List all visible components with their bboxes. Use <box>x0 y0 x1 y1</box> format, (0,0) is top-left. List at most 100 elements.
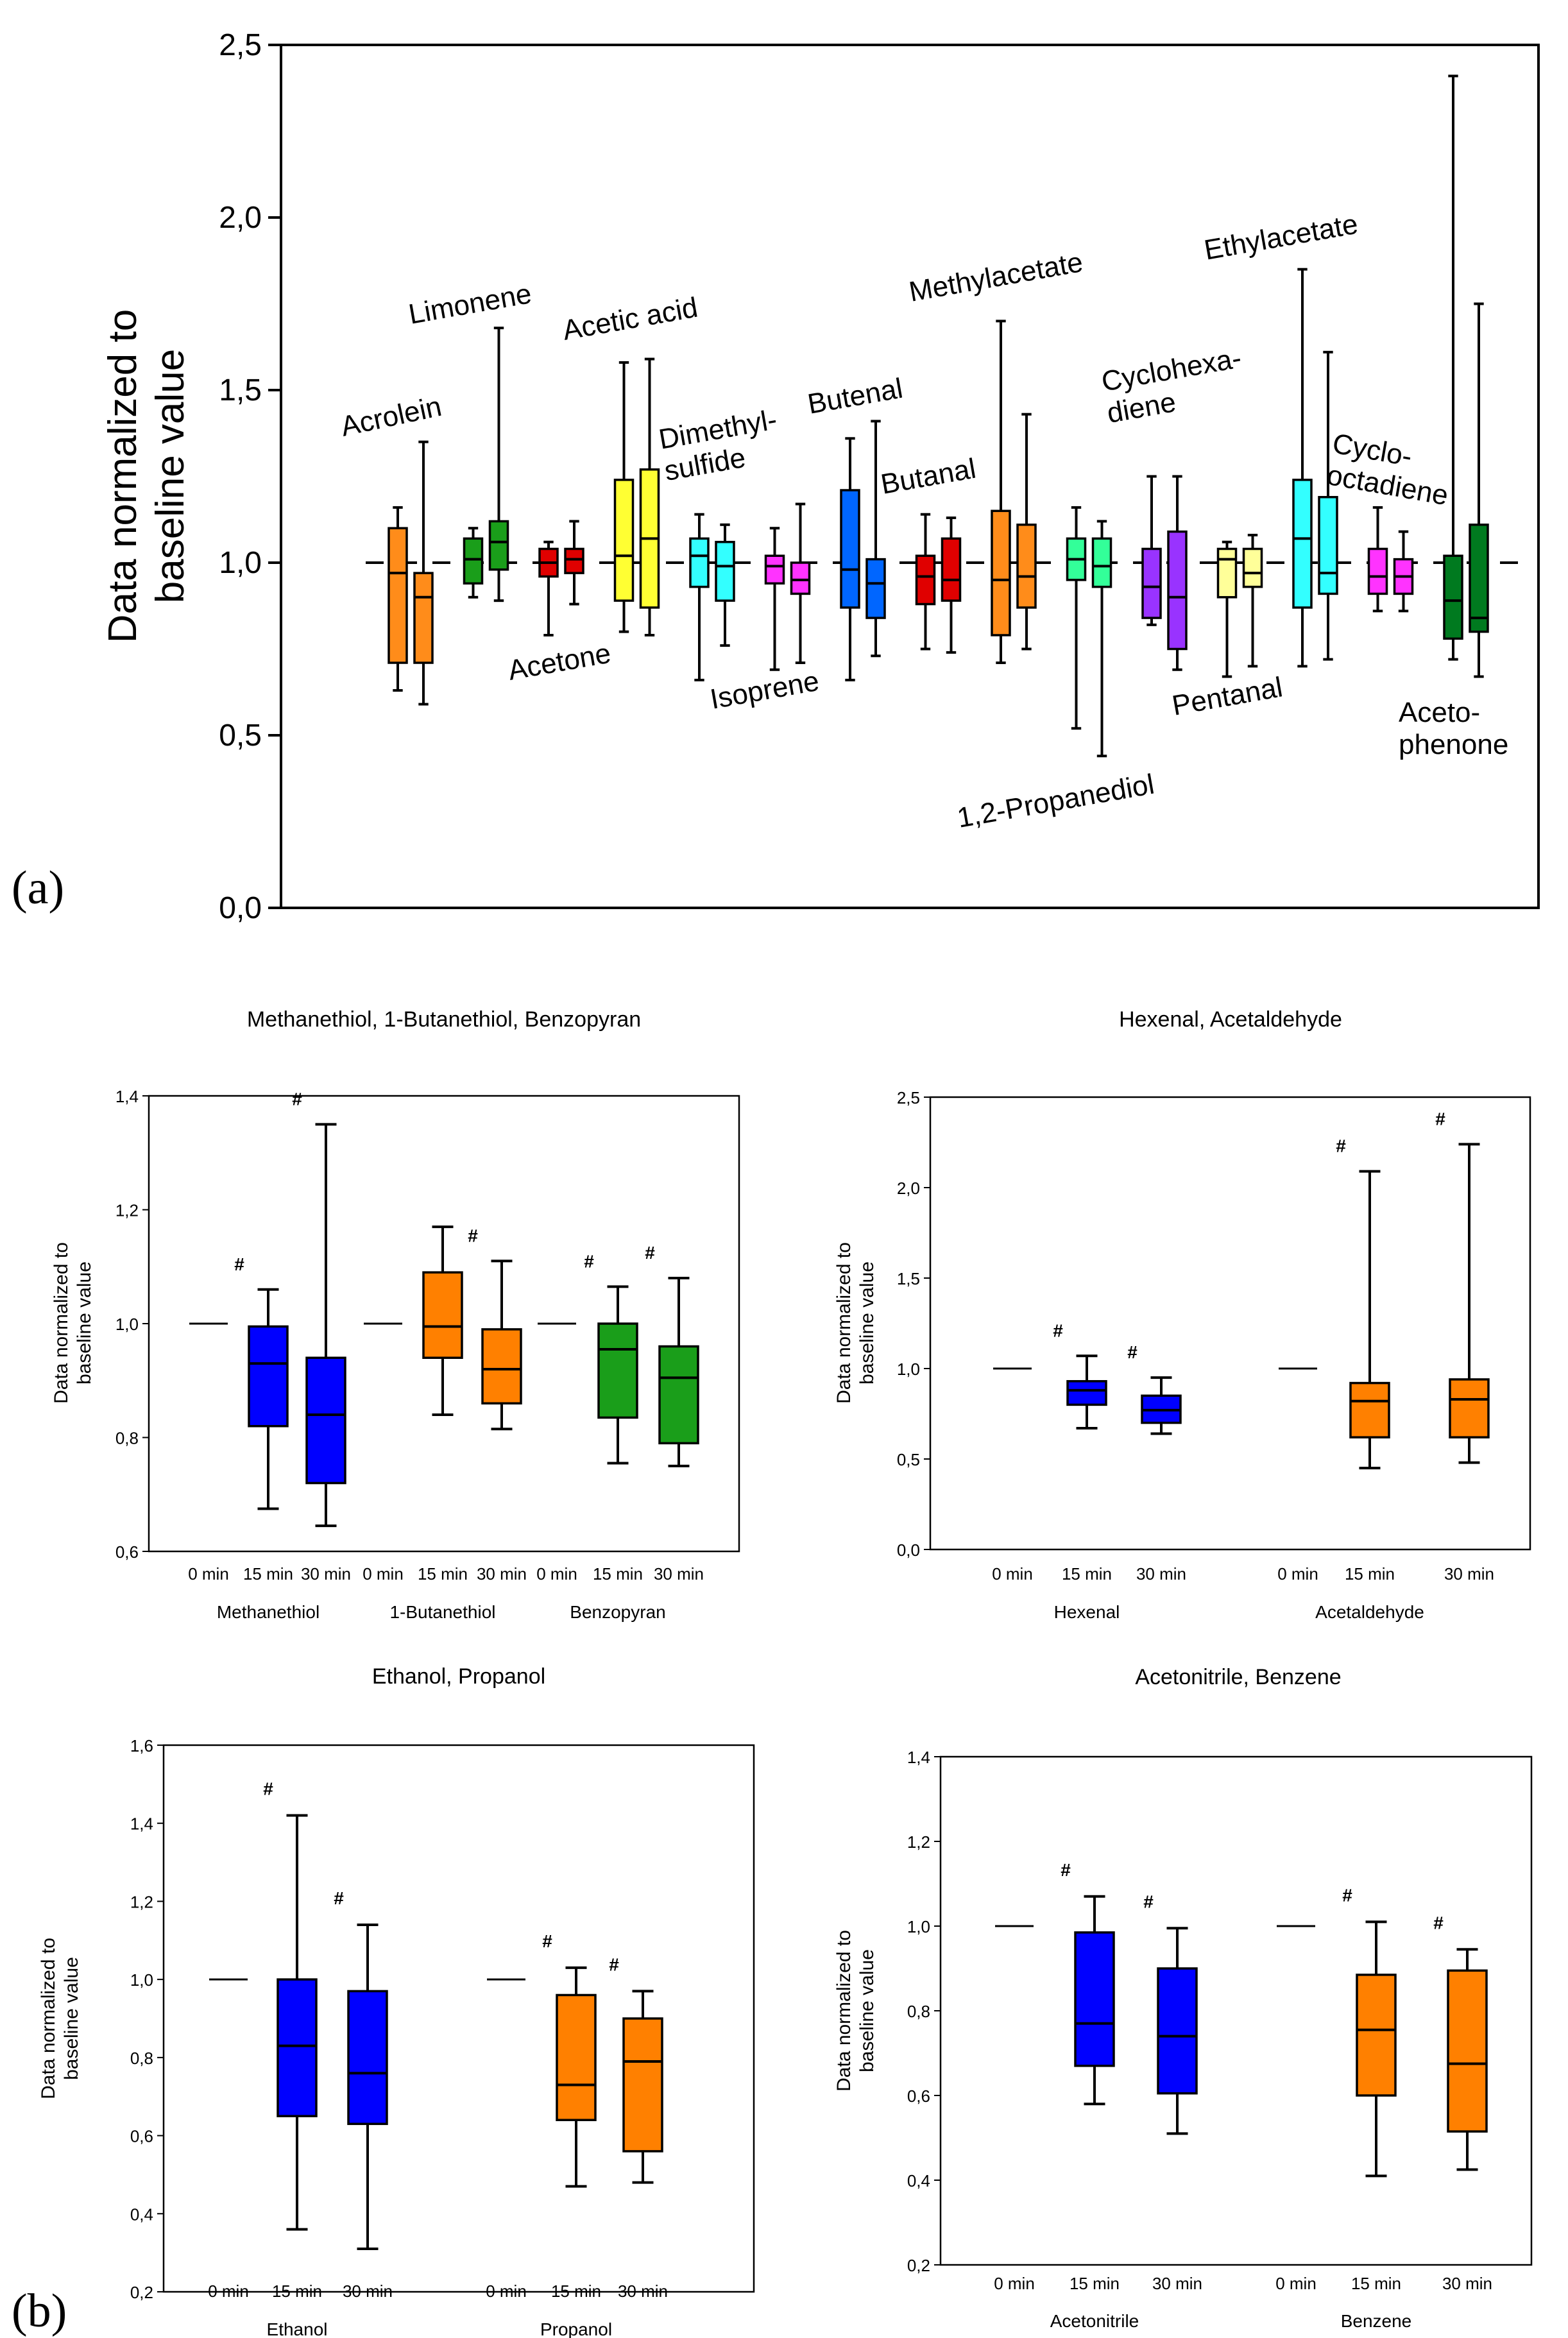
box-a-11-1-box <box>1242 547 1263 588</box>
group-label-a: Isoprene <box>708 665 821 715</box>
box-a-11-0-box <box>1216 547 1238 599</box>
chart-title-b3: Ethanol, Propanol <box>372 1664 545 1689</box>
x-tick-label-b2: 15 min <box>1345 1564 1395 1583</box>
box-a-4-0-box <box>689 537 710 588</box>
group-label-a: Dimethyl-sulfide <box>656 404 785 487</box>
y-axis-title-line: baseline value <box>148 349 192 603</box>
significance-mark-b1: # <box>234 1254 244 1274</box>
plot-frame-a <box>280 44 1540 909</box>
significance-mark-b4: # <box>1143 1891 1154 1911</box>
group-label-line: Limonene <box>406 278 534 330</box>
y-axis-title-b2: Data normalized to baseline value <box>833 1242 878 1404</box>
group-label-b4: Acetonitrile <box>1050 2311 1139 2331</box>
y-tick-label-b3: 1,2 <box>130 1892 153 1911</box>
box-a-5-1-box <box>790 561 811 595</box>
x-tick-label-b3: 0 min <box>486 2282 527 2301</box>
y-tick-label-b4: 1,2 <box>907 1832 930 1852</box>
group-label-line: Butanal <box>878 453 978 500</box>
box-b1-2-1-box <box>658 1345 699 1445</box>
plot-frame-b2 <box>929 1096 1531 1551</box>
chart-title-b1: Methanethiol, 1-Butanethiol, Benzopyran <box>247 1007 641 1032</box>
group-label-line: Acetone <box>506 638 613 687</box>
group-label-line: 1,2-Propanediol <box>955 769 1156 834</box>
y-axis-title-line: Data normalized to <box>833 1242 855 1404</box>
x-tick-label-b3: 30 min <box>343 2282 393 2301</box>
y-tick-label-b2: 0,5 <box>897 1450 920 1469</box>
y-tick-label-a: 1,0 <box>219 546 262 580</box>
group-label-line: Ethylacetate <box>1202 209 1360 266</box>
box-a-7-1-box <box>941 537 962 602</box>
box-a-5-0-box <box>764 554 785 585</box>
y-tick-label-b2: 0,0 <box>897 1540 920 1560</box>
y-axis-title-line: Data normalized to <box>833 1930 855 2092</box>
y-axis-title-line: Data normalized to <box>51 1242 72 1404</box>
figure-label-a: (a) <box>12 862 64 914</box>
box-a-9-1-box <box>1091 537 1112 588</box>
group-label-line: phenone <box>1399 729 1508 760</box>
box-a-10-0-box <box>1141 547 1162 619</box>
x-tick-label-b3: 0 min <box>208 2282 249 2301</box>
y-tick-label-b2: 1,0 <box>897 1360 920 1379</box>
plot-frame-b3 <box>162 1744 755 2293</box>
y-tick-label-a: 1,5 <box>219 373 262 407</box>
x-tick-label-b4: 15 min <box>1069 2274 1120 2293</box>
box-b3-1-0-box <box>556 1993 597 2121</box>
significance-mark-b3: # <box>609 1954 619 1974</box>
group-label-b3: Propanol <box>540 2319 612 2338</box>
y-tick-label-a: 2,0 <box>219 201 262 235</box>
chart-panel-b2: Hexenal, Acetaldehyde 0,0 0,5 1,0 1,5 2,0 2,5 D… <box>833 1007 1531 1622</box>
group-label-line: Isoprene <box>708 665 821 715</box>
y-tick-label-b3: 1,4 <box>130 1814 153 1834</box>
y-tick-label-b1: 0,8 <box>115 1429 139 1448</box>
group-label-b1: 1-Butanethiol <box>389 1602 495 1622</box>
x-tick-label-b2: 0 min <box>1277 1564 1318 1583</box>
group-label-line: Methylacetate <box>907 246 1085 308</box>
group-label-a: Ethylacetate <box>1202 209 1360 266</box>
group-label-a: Acetone <box>506 638 613 687</box>
box-b2-1-0-box <box>1349 1381 1390 1438</box>
x-tick-label-b2: 30 min <box>1136 1564 1186 1583</box>
box-a-6-1-box <box>865 558 886 619</box>
significance-mark-b1: # <box>468 1225 478 1245</box>
box-b1-1-0-box <box>422 1271 463 1359</box>
y-tick-label-b2: 2,0 <box>897 1179 920 1198</box>
box-a-0-1-box <box>413 572 434 664</box>
y-tick-label-b4: 1,4 <box>907 1748 930 1767</box>
group-label-line: Acetic acid <box>560 292 700 346</box>
box-b3-1-1-box <box>622 2017 663 2153</box>
y-tick-label-b1: 1,2 <box>115 1201 139 1220</box>
group-label-b3: Ethanol <box>267 2319 328 2338</box>
x-tick-label-b4: 30 min <box>1442 2274 1492 2293</box>
group-label-b1: Methanethiol <box>217 1602 320 1622</box>
group-label-line: Butenal <box>805 373 905 420</box>
y-tick-label-b3: 1,0 <box>130 1970 153 1990</box>
y-tick-label-a: 2,5 <box>219 28 262 62</box>
significance-mark-b4: # <box>1061 1860 1071 1880</box>
x-tick-label-b1: 30 min <box>654 1564 704 1583</box>
x-tick-label-b2: 15 min <box>1062 1564 1112 1583</box>
significance-mark-b3: # <box>263 1779 273 1799</box>
x-tick-label-b3: 15 min <box>272 2282 322 2301</box>
group-label-a: Aceto-phenone <box>1399 697 1508 760</box>
y-axis-title-line: baseline value <box>61 1957 82 2080</box>
group-label-a: 1,2-Propanediol <box>955 769 1156 834</box>
box-a-12-0-box <box>1292 479 1313 609</box>
x-tick-label-b2: 30 min <box>1444 1564 1494 1583</box>
box-a-14-0-box <box>1443 554 1463 640</box>
box-a-8-1-box <box>1016 524 1037 609</box>
box-a-13-0-box <box>1367 547 1388 595</box>
group-label-line: Pentanal <box>1170 671 1285 721</box>
group-label-a: Limonene <box>406 278 534 330</box>
y-tick-label-b3: 1,6 <box>130 1736 153 1755</box>
significance-mark-b2: # <box>1435 1109 1445 1129</box>
box-a-1-0-box <box>463 537 484 585</box>
x-tick-label-b2: 0 min <box>992 1564 1033 1583</box>
significance-mark-b2: # <box>1127 1342 1138 1362</box>
box-a-14-1-box <box>1469 524 1489 633</box>
y-tick-label-b4: 0,4 <box>907 2171 930 2190</box>
x-tick-label-b4: 30 min <box>1152 2274 1202 2293</box>
y-axis-title-a: Data normalized tobaseline value <box>101 309 192 643</box>
box-b4-0-0-box <box>1074 1931 1115 2067</box>
box-a-3-0-box <box>613 479 635 602</box>
